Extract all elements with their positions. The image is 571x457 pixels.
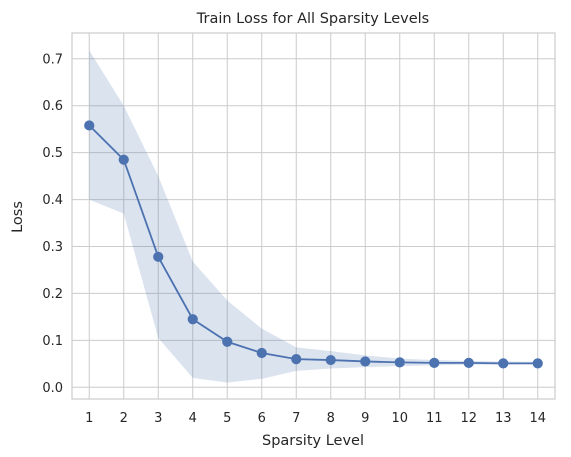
data-point — [532, 358, 543, 369]
x-tick-label: 5 — [223, 411, 231, 426]
x-tick-label: 9 — [361, 411, 369, 426]
x-tick-label: 6 — [258, 411, 266, 426]
y-tick-label: 0.4 — [42, 193, 63, 208]
data-point — [325, 354, 336, 366]
y-tick-label: 0.5 — [42, 146, 63, 161]
x-tick-label: 11 — [426, 411, 443, 426]
x-tick-labels: 1 2 3 4 5 6 7 8 9 10 11 12 13 14 — [85, 411, 546, 426]
confidence-band-layer — [89, 50, 538, 383]
marker-layer — [84, 120, 543, 369]
data-point — [291, 354, 302, 365]
y-tick-label: 0.7 — [42, 52, 63, 67]
y-tick-label: 0.3 — [42, 240, 63, 255]
data-point — [84, 120, 95, 131]
data-point — [256, 347, 267, 359]
x-tick-label: 12 — [460, 411, 477, 426]
data-point — [153, 251, 164, 262]
data-point — [187, 314, 198, 325]
y-tick-label: 0.1 — [42, 334, 63, 349]
data-point — [118, 154, 129, 165]
data-point — [498, 358, 509, 369]
x-tick-label: 3 — [154, 411, 162, 426]
data-point — [360, 356, 371, 367]
plot-frame — [71, 32, 556, 400]
data-point — [429, 357, 440, 368]
data-point — [222, 336, 233, 347]
x-tick-label: 13 — [495, 411, 512, 426]
data-point — [394, 357, 405, 368]
series-line-layer — [88, 124, 538, 365]
data-point — [463, 357, 474, 368]
y-axis-label: Loss — [10, 201, 26, 233]
chart-title: Train Loss for All Sparsity Levels — [196, 11, 430, 27]
y-tick-label: 0.2 — [42, 287, 63, 302]
series-line — [88, 124, 538, 365]
confidence-band — [89, 50, 538, 383]
x-tick-label: 1 — [85, 411, 93, 426]
x-tick-label: 8 — [327, 411, 335, 426]
grid — [72, 33, 555, 399]
y-tick-label: 0.6 — [42, 99, 63, 114]
x-tick-label: 2 — [120, 411, 128, 426]
x-tick-label: 4 — [189, 411, 197, 426]
y-tick-label: 0.0 — [42, 381, 63, 396]
x-tick-label: 14 — [529, 411, 546, 426]
x-axis-label: Sparsity Level — [262, 433, 364, 449]
x-tick-label: 10 — [391, 411, 408, 426]
y-tick-labels: 0.0 0.1 0.2 0.3 0.4 0.5 0.6 0.7 — [42, 52, 63, 395]
x-tick-label: 7 — [292, 411, 300, 426]
